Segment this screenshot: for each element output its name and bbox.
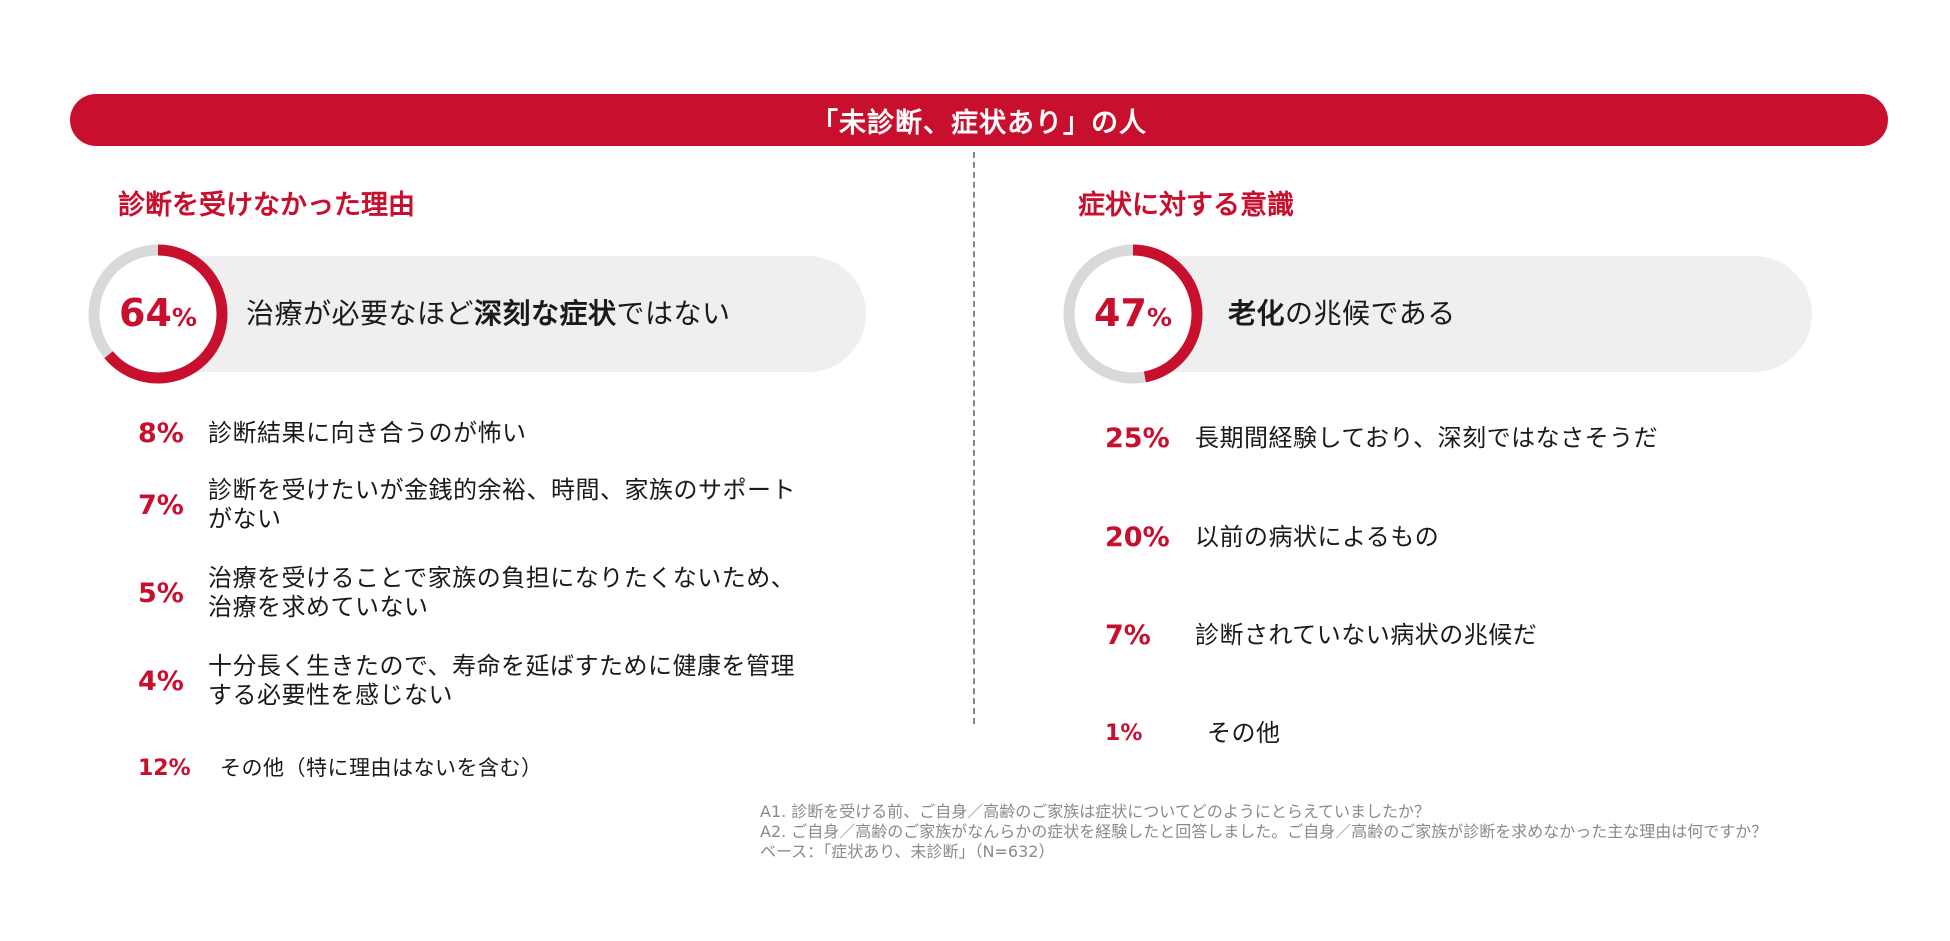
right-item-value: 20 (1105, 521, 1143, 553)
right-item-value: 1 (1105, 720, 1121, 746)
left-list-item: 12% その他（特に理由はないを含む） (138, 738, 543, 798)
right-donut-chart (1063, 244, 1203, 384)
left-top-label-part-2: ではない (616, 297, 731, 330)
right-item-percent-sign: % (1123, 619, 1151, 651)
right-top-label: 老化の兆候である (1228, 292, 1456, 332)
left-list-item: 5% 治療を受けることで家族の負担になりたくないため、 治療を求めていない (138, 563, 795, 623)
left-item-label: その他（特に理由はないを含む） (220, 755, 543, 780)
right-section-title: 症状に対する意識 (1078, 190, 1294, 221)
right-top-percent-sign: % (1146, 303, 1172, 332)
right-item-percent-sign: % (1142, 422, 1170, 454)
left-item-percent-sign: % (168, 755, 191, 781)
left-highlight-pill (118, 256, 866, 372)
left-item-percentage: 8% (138, 418, 208, 449)
right-list-item: 7% 診断されていない病状の兆候だ (1105, 605, 1537, 665)
left-item-percent-sign: % (156, 665, 184, 697)
left-top-label: 治療が必要なほど深刻な症状ではない (246, 292, 731, 332)
right-item-percentage: 20% (1105, 522, 1195, 553)
right-item-percentage: 7% (1105, 620, 1195, 651)
footnote-base: ベース：「症状あり、未診断」（N=632） (760, 842, 1055, 861)
left-top-value: 64 (119, 291, 172, 335)
left-section-title: 診断を受けなかった理由 (118, 190, 415, 221)
left-item-label: 診断結果に向き合うのが怖い (208, 418, 527, 447)
left-item-percentage: 5% (138, 578, 208, 609)
right-item-percent-sign: % (1120, 720, 1143, 746)
left-item-percentage: 4% (138, 666, 208, 697)
right-item-label: 長期間経験しており、深刻ではなさそうだ (1195, 423, 1659, 452)
left-item-percent-sign: % (156, 417, 184, 449)
left-top-percent-sign: % (171, 303, 197, 332)
left-item-value: 12 (138, 755, 169, 781)
right-top-label-part-0: 老化 (1228, 297, 1286, 330)
right-list-item: 20% 以前の病状によるもの (1105, 507, 1439, 567)
left-list-item: 7% 診断を受けたいが金銭的余裕、時間、家族のサポート がない (138, 475, 796, 535)
footnote-a2: A2. ご自身／高齢のご家族がなんらかの症状を経験したと回答しました。ご自身／高… (760, 822, 1768, 841)
left-list-item: 4% 十分長く生きたので、寿命を延ばすために健康を管理 する必要性を感じない (138, 651, 795, 711)
right-highlight-pill (1090, 256, 1812, 372)
right-top-label-part-1: の兆候である (1285, 297, 1456, 330)
footnote-a1: A1. 診断を受ける前、ご自身／高齢のご家族は症状についてどのようにとらえていま… (760, 802, 1431, 821)
left-item-value: 8 (138, 417, 157, 449)
left-item-percent-sign: % (156, 489, 184, 521)
left-item-value: 7 (138, 489, 157, 521)
left-donut-value-arc (88, 244, 228, 384)
left-item-label: 診断を受けたいが金銭的余裕、時間、家族のサポート がない (208, 476, 796, 533)
left-top-label-part-1: 深刻な症状 (474, 297, 617, 330)
right-item-percentage: 25% (1105, 423, 1195, 454)
left-item-value: 5 (138, 577, 157, 609)
header-banner: 「未診断、症状あり」の人 (70, 94, 1888, 146)
right-top-percentage: 47% (1062, 291, 1204, 340)
left-item-percentage: 12% (138, 756, 220, 781)
right-item-percentage: 1% (1105, 721, 1207, 746)
right-item-label: 診断されていない病状の兆候だ (1195, 620, 1538, 649)
left-top-percentage: 64% (87, 291, 229, 340)
section-divider (973, 152, 975, 724)
left-item-percentage: 7% (138, 490, 208, 521)
left-item-label: 十分長く生きたので、寿命を延ばすために健康を管理 する必要性を感じない (208, 652, 796, 709)
right-list-item: 25% 長期間経験しており、深刻ではなさそうだ (1105, 408, 1658, 468)
right-item-label: 以前の病状によるもの (1195, 522, 1440, 551)
right-top-value: 47 (1094, 291, 1147, 335)
right-item-value: 7 (1105, 619, 1124, 651)
left-item-label: 治療を受けることで家族の負担になりたくないため、 治療を求めていない (208, 564, 796, 621)
footnotes: A1. 診断を受ける前、ご自身／高齢のご家族は症状についてどのようにとらえていま… (760, 802, 1767, 862)
left-list-item: 8% 診断結果に向き合うのが怖い (138, 403, 527, 463)
right-list-item: 1% その他 (1105, 703, 1281, 763)
left-top-label-part-0: 治療が必要なほど (246, 297, 475, 330)
right-item-value: 25 (1105, 422, 1143, 454)
left-item-percent-sign: % (156, 577, 184, 609)
left-item-value: 4 (138, 665, 157, 697)
right-item-percent-sign: % (1142, 521, 1170, 553)
right-donut-value-arc (1063, 244, 1203, 384)
right-item-label: その他 (1207, 718, 1281, 747)
left-donut-chart (88, 244, 228, 384)
